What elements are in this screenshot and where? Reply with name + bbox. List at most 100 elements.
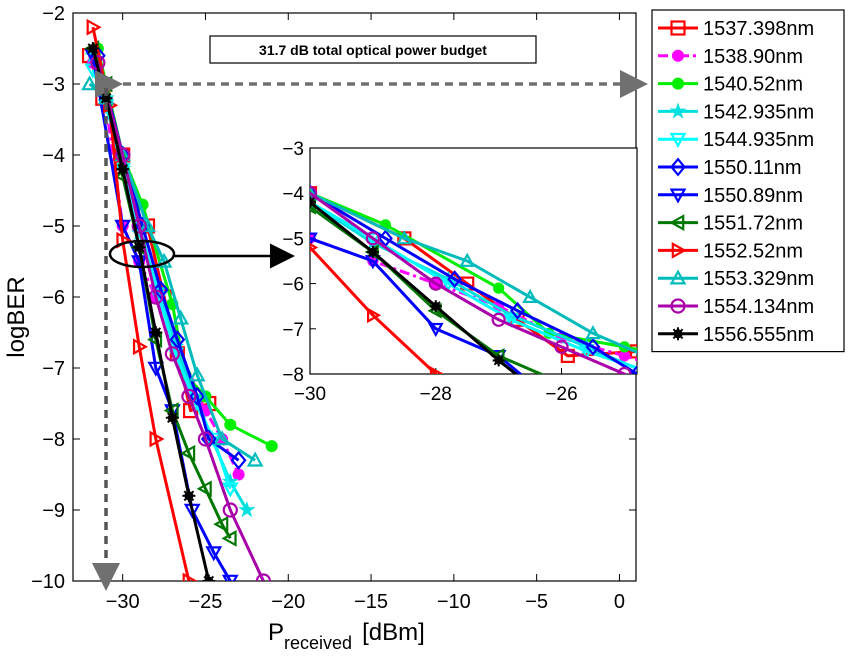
inset-y-tick-label: −4 [282,184,304,205]
legend-entry: 1537.398nm [658,18,814,40]
inset-data-point [310,184,318,203]
data-point [86,42,100,55]
inset-series-line [310,200,637,371]
legend-entry: 1552.52nm [658,240,803,262]
legend-entry: 1550.89nm [658,185,803,207]
legend-swatch-marker [669,132,687,148]
legend-entry: 1550.11nm [658,157,802,179]
legend-entry: 1554.134nm [658,296,814,318]
data-point [196,480,212,498]
marker-spoke [150,327,162,338]
inset-plot: −30 −28 −26 −3 −4 −5 −6 −7 −8 [282,139,638,405]
marker-spoke [367,247,378,257]
x-tick-label: −30 [106,591,140,613]
inset-data-point [617,366,632,374]
data-point [222,502,238,518]
y-tick-label: −3 [42,74,65,96]
data-point [139,217,156,233]
data-point [232,468,245,481]
marker-spoke [167,412,178,424]
data-point [132,240,146,254]
legend-swatch-marker [671,49,685,62]
inset-y-tick-label: −6 [282,275,304,296]
legend: 1537.398nm 1538.90nm 1540.52nm 1542.935nm 15… [651,9,845,353]
data-point [221,482,239,498]
data-point [265,440,278,453]
y-tick-label: −9 [42,500,65,522]
legend-box [651,9,845,353]
series-line [91,48,211,581]
legend-swatch-marker [670,20,686,36]
legend-swatch-marker [671,327,685,341]
legend-label: 1551.72nm [703,213,803,235]
data-point [255,573,272,581]
series-line [91,55,232,581]
inset-series-1554.134nm [310,186,632,374]
marker-spoke [133,241,145,253]
legend-label: 1544.935nm [703,129,814,151]
marker-spoke [430,301,441,312]
inset-data-point [629,365,637,374]
inset-data-point [310,186,318,201]
legend-label: 1556.555nm [703,324,814,346]
inset-series-1552.52nm [310,242,445,374]
inset-data-point [428,276,443,291]
inset-data-point [554,339,569,354]
marker-spoke [493,355,504,366]
inset-data-point [429,300,442,313]
data-point [182,489,196,503]
x-axis-label: Preceived [dBm] [268,619,425,653]
legend-entry: 1544.935nm [658,129,814,151]
inset-x-tick-label: −28 [420,384,452,405]
legend-label: 1538.90nm [703,46,803,68]
data-point [165,411,179,425]
legend-entry: 1553.329nm [658,268,814,290]
data-point [197,431,214,447]
inset-data-point [310,232,318,247]
inset-y-tick-label: −7 [282,320,304,341]
x-tick-label: −10 [437,591,471,613]
legend-label: 1550.89nm [703,185,803,207]
inset-series-line [310,191,628,374]
annotations: 31.7 dB total optical power budget [92,35,648,591]
inset-x-tick-label: −30 [294,384,326,405]
inset-series-line [310,191,637,358]
inset-y-tick-label: −3 [282,139,304,160]
inset-data-point [493,282,505,294]
inset-x-tick-label: −26 [545,384,577,405]
y-tick-label: −6 [42,287,65,309]
legend-label: 1552.52nm [703,240,803,262]
inset-data-point [310,196,316,209]
data-point [213,430,231,446]
legend-label: 1540.52nm [703,74,803,96]
inset-data-point [491,312,506,327]
y-tick-label: −2 [42,3,65,25]
data-point [205,546,223,562]
inset-series [310,184,637,374]
data-point [149,430,165,448]
data-point [172,309,190,325]
data-point [246,451,264,467]
data-point [81,75,98,91]
data-point [116,162,130,176]
data-point [114,219,132,235]
inset-data-point [510,301,525,320]
legend-swatch-marker [670,298,686,314]
legend-label: 1550.11nm [703,157,802,179]
data-point [221,530,237,547]
legend-swatch-marker [671,77,685,90]
marker-spoke [207,575,215,581]
series-1554.134nm [90,55,272,581]
y-tick-label: −8 [42,429,65,451]
data-point [224,418,237,431]
data-point [213,515,229,533]
inset-data-point [503,313,520,329]
data-point [131,218,147,234]
legend-swatch-marker [669,214,685,231]
marker-spoke [183,490,195,502]
data-point [202,574,216,581]
inset-series-line [310,200,519,374]
x-tick-label: −20 [271,591,305,613]
x-tick-label: 0 [614,591,625,613]
inset-data-point [366,245,379,258]
